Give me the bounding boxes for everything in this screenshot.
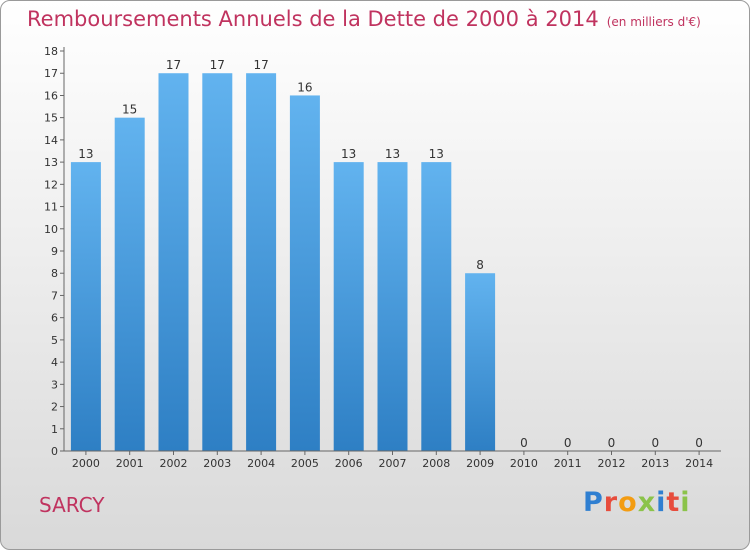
x-tick-label: 2013 (641, 457, 669, 470)
bar-value-label: 13 (341, 147, 356, 161)
y-tick-label: 4 (51, 356, 58, 369)
bar-value-label: 8 (476, 258, 484, 272)
bar-value-label: 0 (608, 436, 616, 450)
bar-value-label: 17 (210, 58, 225, 72)
bar-2004 (246, 73, 277, 451)
x-tick-label: 2009 (466, 457, 494, 470)
bar-2000 (70, 162, 101, 451)
x-tick-label: 2005 (291, 457, 319, 470)
logo-letter: r (603, 487, 619, 518)
bar-2007 (377, 162, 408, 451)
logo-letter: P (583, 487, 604, 518)
proxiti-logo: Proxiti (583, 487, 691, 518)
y-tick-label: 15 (44, 112, 58, 125)
bar-value-label: 17 (166, 58, 181, 72)
bar-2002 (158, 73, 189, 451)
bar-2005 (289, 95, 320, 451)
y-tick-label: 14 (44, 134, 58, 147)
x-tick-label: 2004 (247, 457, 275, 470)
y-tick-label: 11 (44, 201, 58, 214)
y-tick-label: 13 (44, 156, 58, 169)
x-tick-label: 2006 (335, 457, 363, 470)
x-tick-label: 2008 (422, 457, 450, 470)
y-tick-label: 2 (51, 401, 58, 414)
bar-2006 (333, 162, 364, 451)
bar-value-label: 13 (385, 147, 400, 161)
bar-value-label: 16 (297, 80, 312, 94)
x-tick-label: 2012 (598, 457, 626, 470)
bar-2009 (465, 273, 496, 451)
y-tick-label: 16 (44, 89, 58, 102)
bar-value-label: 13 (78, 147, 93, 161)
x-axis: 2000 2001 2002 2003 2004 2005 2006 2007 2008 2009… (64, 450, 721, 470)
bar-value-label: 17 (253, 58, 268, 72)
y-tick-label: 10 (44, 223, 58, 236)
bar-2008 (421, 162, 452, 451)
x-tick-label: 2007 (379, 457, 407, 470)
x-tick-label: 2000 (72, 457, 100, 470)
y-tick-label: 5 (51, 334, 58, 347)
chart-title: Remboursements Annuels de la Dette de 20… (27, 7, 701, 31)
y-tick-label: 17 (44, 67, 58, 80)
bar-2001 (114, 117, 145, 452)
bar-value-label: 0 (651, 436, 659, 450)
commune-name: SARCY (39, 493, 105, 517)
logo-letter: o (618, 487, 638, 518)
x-tick-label: 2003 (203, 457, 231, 470)
x-tick-label: 2011 (554, 457, 582, 470)
x-tick-label: 2010 (510, 457, 538, 470)
logo-letter: x (637, 487, 657, 518)
bar-value-label: 0 (564, 436, 572, 450)
y-tick-label: 0 (51, 445, 58, 458)
title-text: Remboursements Annuels de la Dette de 20… (27, 7, 599, 31)
bar-2003 (202, 73, 233, 451)
y-tick-label: 12 (44, 178, 58, 191)
x-tick-label: 2014 (685, 457, 713, 470)
y-tick-label: 3 (51, 378, 58, 391)
y-tick-label: 6 (51, 312, 58, 325)
unit-note: (en milliers d'€) (606, 15, 701, 29)
logo-letter: i (680, 487, 691, 518)
y-tick-label: 9 (51, 245, 58, 258)
x-tick-label: 2002 (160, 457, 188, 470)
bar-value-label: 0 (520, 436, 528, 450)
x-tick-label: 2001 (116, 457, 144, 470)
logo-letter: t (666, 487, 681, 518)
y-tick-label: 7 (51, 289, 58, 302)
logo-letter: i (656, 487, 667, 518)
bar-value-label: 15 (122, 103, 137, 117)
y-tick-label: 18 (44, 45, 58, 58)
bar-value-label: 0 (695, 436, 703, 450)
bars: 13 15 17 17 17 16 13 13 13 8 0 0 0 0 0 (70, 58, 703, 452)
y-tick-label: 1 (51, 423, 58, 436)
y-tick-label: 8 (51, 267, 58, 280)
bar-value-label: 13 (429, 147, 444, 161)
